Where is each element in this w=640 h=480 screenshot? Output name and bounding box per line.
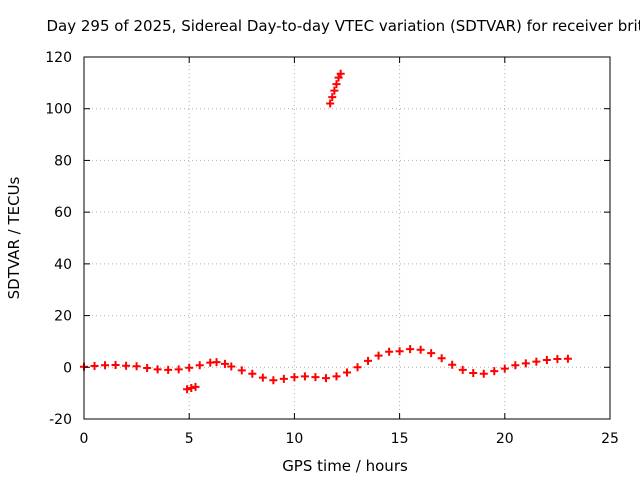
data-point <box>321 374 330 383</box>
data-point <box>183 385 192 394</box>
data-points <box>80 69 572 394</box>
data-point <box>330 86 339 95</box>
x-tick-label: 20 <box>496 431 514 447</box>
data-point <box>248 369 257 378</box>
data-point <box>437 354 446 363</box>
x-tick-label: 25 <box>601 431 619 447</box>
data-point <box>332 80 341 89</box>
x-tick-label: 0 <box>80 431 89 447</box>
data-point <box>458 365 467 374</box>
y-tick-label: 120 <box>45 50 72 66</box>
grid <box>84 57 610 419</box>
data-point <box>500 364 509 373</box>
data-point <box>212 358 221 367</box>
data-point <box>237 366 246 375</box>
data-point <box>364 356 373 365</box>
data-point <box>448 360 457 369</box>
data-point <box>132 362 141 371</box>
y-tick-label: 0 <box>63 360 72 376</box>
y-tick-label: 60 <box>54 205 72 221</box>
data-point <box>416 345 425 354</box>
data-point <box>111 360 120 369</box>
data-point <box>395 347 404 356</box>
data-point <box>542 356 551 365</box>
data-point <box>227 362 236 371</box>
data-point <box>490 367 499 376</box>
data-point <box>427 349 436 358</box>
plot-frame <box>83 56 611 420</box>
data-point <box>101 361 110 370</box>
data-point <box>511 361 520 370</box>
data-point <box>521 359 530 368</box>
data-point <box>336 69 345 78</box>
data-point <box>469 368 478 377</box>
x-tick-label: 15 <box>391 431 409 447</box>
data-point <box>258 373 267 382</box>
y-tick-label: 40 <box>54 257 72 273</box>
data-point <box>122 361 131 370</box>
chart-title: Day 295 of 2025, Sidereal Day-to-day VTE… <box>46 17 640 35</box>
y-tick-label: -20 <box>49 412 72 428</box>
data-point <box>187 383 196 392</box>
data-point <box>220 359 229 368</box>
data-point <box>374 351 383 360</box>
data-point <box>164 365 173 374</box>
data-point <box>290 373 299 382</box>
x-axis-title: GPS time / hours <box>282 457 408 475</box>
data-point <box>143 364 152 373</box>
data-point <box>185 363 194 372</box>
data-point <box>328 93 337 102</box>
axis-ticks: 0 5 10 15 20 25 -20 0 20 40 60 80 100 120 <box>45 50 619 447</box>
y-tick-label: 80 <box>54 153 72 169</box>
data-point <box>406 345 415 354</box>
data-point <box>343 368 351 377</box>
data-point <box>191 382 200 391</box>
data-point <box>269 376 278 385</box>
data-point <box>385 347 394 356</box>
data-point <box>563 354 572 363</box>
data-point <box>174 365 183 374</box>
data-point <box>195 361 204 370</box>
y-axis-title: SDTVAR / TECUs <box>5 176 23 299</box>
data-point <box>311 373 320 382</box>
data-point <box>326 99 335 108</box>
data-point <box>353 363 362 372</box>
data-point <box>332 372 341 381</box>
data-point <box>479 369 488 378</box>
y-tick-label: 100 <box>45 102 72 118</box>
data-point <box>90 361 99 370</box>
data-point <box>532 357 541 366</box>
data-point <box>279 374 288 383</box>
x-tick-label: 10 <box>285 431 303 447</box>
data-point <box>553 355 562 364</box>
data-point <box>300 372 309 381</box>
data-point <box>153 365 162 374</box>
x-tick-label: 5 <box>185 431 194 447</box>
y-tick-label: 20 <box>54 309 72 325</box>
